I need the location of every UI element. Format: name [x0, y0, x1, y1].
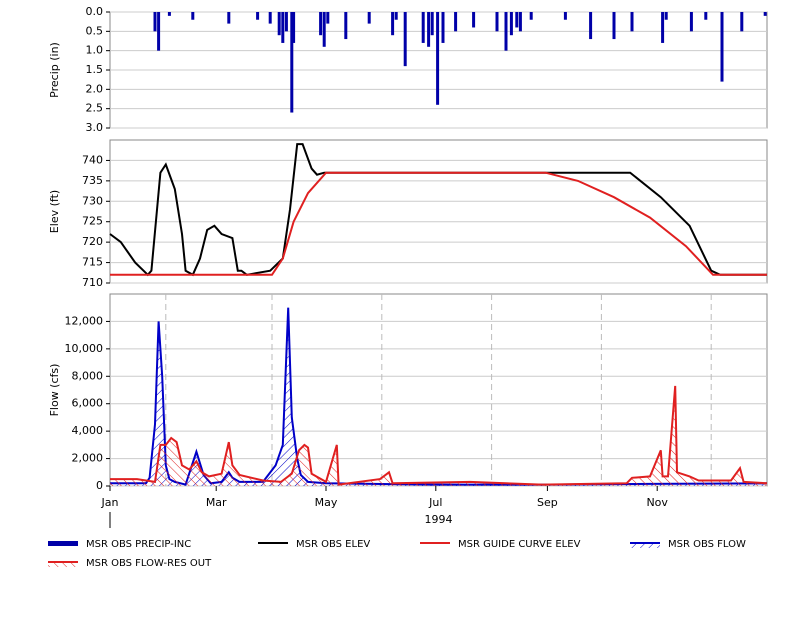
x-tick-label: Jul — [428, 496, 442, 509]
bar — [495, 12, 499, 32]
bar — [326, 12, 330, 24]
y-axis-label: Precip (in) — [48, 42, 61, 98]
bar — [394, 12, 398, 20]
y-tick-label: 0.5 — [86, 24, 104, 37]
bar — [504, 12, 508, 51]
y-tick-label: 4,000 — [72, 424, 104, 437]
y-tick-label: 6,000 — [72, 397, 104, 410]
x-tick-label: Nov — [646, 496, 668, 509]
bar — [322, 12, 326, 47]
bar — [319, 12, 323, 36]
y-axis-label: Elev (ft) — [48, 190, 61, 233]
bar — [227, 12, 231, 24]
bar — [612, 12, 616, 40]
line — [110, 385, 768, 486]
bar — [689, 12, 693, 32]
bar — [421, 12, 425, 43]
legend-label: MSR GUIDE CURVE ELEV — [458, 539, 581, 550]
bar — [391, 12, 395, 36]
bar — [284, 12, 288, 32]
y-tick-label: 10,000 — [65, 342, 104, 355]
x-axis-label: 1994 — [425, 513, 453, 526]
bar — [509, 12, 513, 36]
bar — [436, 12, 440, 105]
bar — [367, 12, 371, 24]
bar — [344, 12, 348, 40]
bar — [281, 12, 285, 43]
bar — [191, 12, 195, 20]
line — [109, 143, 767, 277]
bar — [661, 12, 665, 43]
bar — [763, 12, 767, 16]
legend-label: MSR OBS ELEV — [296, 539, 370, 550]
y-tick-label: 710 — [82, 276, 103, 289]
y-tick-label: 0 — [96, 479, 103, 492]
y-tick-label: 12,000 — [65, 314, 104, 327]
bar — [740, 12, 744, 32]
y-tick-label: 740 — [82, 153, 103, 166]
x-tick-label: Mar — [206, 496, 227, 509]
bar — [268, 12, 272, 24]
bar — [563, 12, 567, 20]
legend-label: MSR OBS PRECIP-INC — [86, 539, 191, 550]
y-tick-label: 1.0 — [86, 44, 104, 57]
bar — [454, 12, 458, 32]
bar — [403, 12, 407, 67]
y-tick-label: 725 — [82, 215, 103, 228]
bar — [529, 12, 533, 20]
legend-label: MSR OBS FLOW-RES OUT — [86, 558, 212, 569]
bar — [153, 12, 157, 32]
bar — [589, 12, 593, 40]
bar — [515, 12, 519, 28]
y-tick-label: 2,000 — [72, 452, 104, 465]
bar — [292, 12, 296, 43]
y-tick-label: 720 — [82, 235, 103, 248]
bar — [157, 12, 161, 51]
x-tick-label: Jan — [101, 496, 119, 509]
y-axis-label: Flow (cfs) — [48, 364, 61, 417]
y-tick-label: 2.0 — [86, 82, 104, 95]
bar — [720, 12, 724, 82]
y-tick-label: 2.5 — [86, 102, 104, 115]
x-tick-label: May — [315, 496, 338, 509]
y-tick-label: 715 — [82, 256, 103, 269]
plot-area — [109, 293, 768, 487]
bar — [664, 12, 668, 20]
y-tick-label: 1.5 — [86, 63, 104, 76]
bar — [518, 12, 522, 32]
legend-swatch — [48, 562, 78, 567]
bar — [472, 12, 476, 28]
bar — [277, 12, 281, 36]
bar — [427, 12, 431, 47]
area — [110, 385, 767, 486]
y-tick-label: 3.0 — [86, 121, 104, 134]
y-tick-label: 735 — [82, 174, 103, 187]
y-tick-label: 0.0 — [86, 5, 104, 18]
bar — [630, 12, 634, 32]
y-tick-label: 8,000 — [72, 369, 104, 382]
x-tick-label: Sep — [537, 496, 558, 509]
bar — [441, 12, 445, 43]
line — [110, 171, 767, 276]
legend-label: MSR OBS FLOW — [668, 539, 746, 550]
bar — [430, 12, 434, 36]
legend-swatch — [630, 543, 660, 548]
legend-swatch — [48, 541, 78, 546]
plot-area — [109, 139, 768, 284]
bar — [704, 12, 708, 20]
bar — [167, 12, 171, 16]
bar — [290, 12, 294, 113]
y-tick-label: 730 — [82, 194, 103, 207]
bar — [256, 12, 260, 20]
